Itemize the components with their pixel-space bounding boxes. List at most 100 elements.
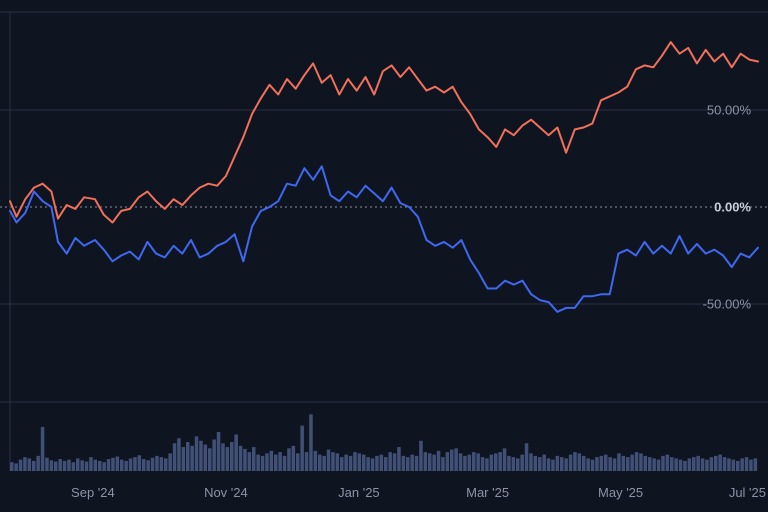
volume-bar	[203, 444, 208, 471]
volume-bar	[441, 457, 445, 471]
volume-bar	[454, 448, 458, 471]
volume-bar	[366, 457, 370, 471]
volume-bar	[604, 454, 608, 471]
volume-bar	[93, 459, 98, 471]
volume-bar	[287, 448, 291, 471]
volume-bar	[247, 452, 252, 471]
volume-bar	[683, 460, 687, 471]
volume-bar	[260, 455, 265, 471]
volume-bar	[696, 455, 700, 471]
volume-bar	[630, 454, 634, 471]
volume-bar	[388, 452, 392, 471]
volume-bar	[128, 458, 133, 471]
volume-bar	[419, 440, 423, 471]
volume-bar	[379, 454, 384, 471]
volume-bar	[678, 459, 683, 471]
volume-bar	[634, 452, 639, 471]
volume-bar	[265, 453, 269, 471]
volume-bar	[476, 453, 480, 471]
volume-bar	[643, 455, 648, 471]
volume-bar	[458, 453, 463, 471]
volume-bar	[370, 458, 375, 471]
volume-bar	[208, 448, 212, 471]
volume-bar	[590, 459, 595, 471]
volume-bar	[362, 454, 366, 471]
volume-bar	[120, 459, 124, 471]
volume-bar	[736, 460, 740, 471]
volume-bar	[511, 457, 516, 471]
volume-bar	[749, 459, 753, 471]
volume-bar	[665, 454, 670, 471]
volume-bar	[577, 453, 582, 471]
volume-bar	[626, 457, 630, 471]
volume-bar	[137, 455, 142, 471]
volume-bar	[76, 458, 80, 471]
volume-bar	[568, 454, 573, 471]
volume-bar	[45, 457, 49, 471]
volume-bar	[23, 457, 27, 471]
volume-bar	[639, 453, 643, 471]
x-tick-label: Jul '25	[729, 485, 766, 500]
volume-bar	[27, 458, 32, 471]
volume-bar	[700, 458, 705, 471]
volume-bar	[14, 463, 18, 471]
volume-bar	[599, 455, 604, 471]
volume-bar	[181, 447, 186, 471]
volume-bar	[524, 443, 529, 471]
volume-bar	[463, 455, 467, 471]
volume-bar	[142, 459, 146, 471]
volume-bar	[106, 459, 111, 471]
volume-bar	[714, 455, 718, 471]
volume-bar	[414, 455, 419, 471]
volume-bar	[269, 450, 274, 471]
volume-bar	[124, 460, 128, 471]
volume-bar	[753, 458, 758, 471]
volume-bar	[494, 453, 498, 471]
x-tick-label: Sep '24	[71, 485, 115, 500]
volume-bar	[428, 453, 432, 471]
volume-bar	[740, 458, 744, 471]
volume-bar	[234, 434, 238, 471]
volume-bar	[32, 460, 36, 471]
volume-bar	[722, 457, 727, 471]
volume-bar	[480, 457, 485, 471]
volume-bar	[450, 449, 454, 471]
volume-bar	[687, 458, 692, 471]
volume-bar	[111, 457, 115, 471]
volume-bar	[582, 455, 586, 471]
volume-bar	[326, 449, 331, 471]
volume-bar	[353, 452, 357, 471]
volume-bar	[146, 460, 150, 471]
volume-bar	[221, 443, 225, 471]
volume-bar	[199, 440, 203, 471]
volume-bar	[608, 457, 612, 471]
volume-bar	[194, 436, 199, 471]
volume-bars	[10, 414, 758, 471]
volume-bar	[612, 458, 617, 471]
volume-bar	[243, 448, 247, 471]
volume-bar	[238, 445, 243, 471]
volume-bar	[177, 438, 181, 471]
volume-bar	[436, 450, 441, 471]
volume-bar	[472, 452, 476, 471]
volume-bar	[564, 458, 568, 471]
volume-bar	[551, 459, 555, 471]
volume-bar	[445, 452, 450, 471]
volume-bar	[533, 455, 538, 471]
volume-bar	[98, 460, 102, 471]
volume-bar	[133, 457, 137, 471]
volume-bar	[705, 459, 709, 471]
volume-bar	[71, 462, 76, 471]
volume-bar	[727, 458, 731, 471]
volume-bar	[89, 457, 93, 471]
volume-bar	[252, 447, 256, 471]
volume-bar	[304, 452, 309, 471]
volume-bar	[168, 453, 172, 471]
volume-bar	[384, 457, 388, 471]
series-lines	[9, 41, 759, 313]
volume-bar	[58, 459, 62, 471]
volume-bar	[586, 458, 590, 471]
volume-bar	[617, 453, 621, 471]
volume-bar	[542, 454, 546, 471]
volume-bar	[520, 454, 524, 471]
